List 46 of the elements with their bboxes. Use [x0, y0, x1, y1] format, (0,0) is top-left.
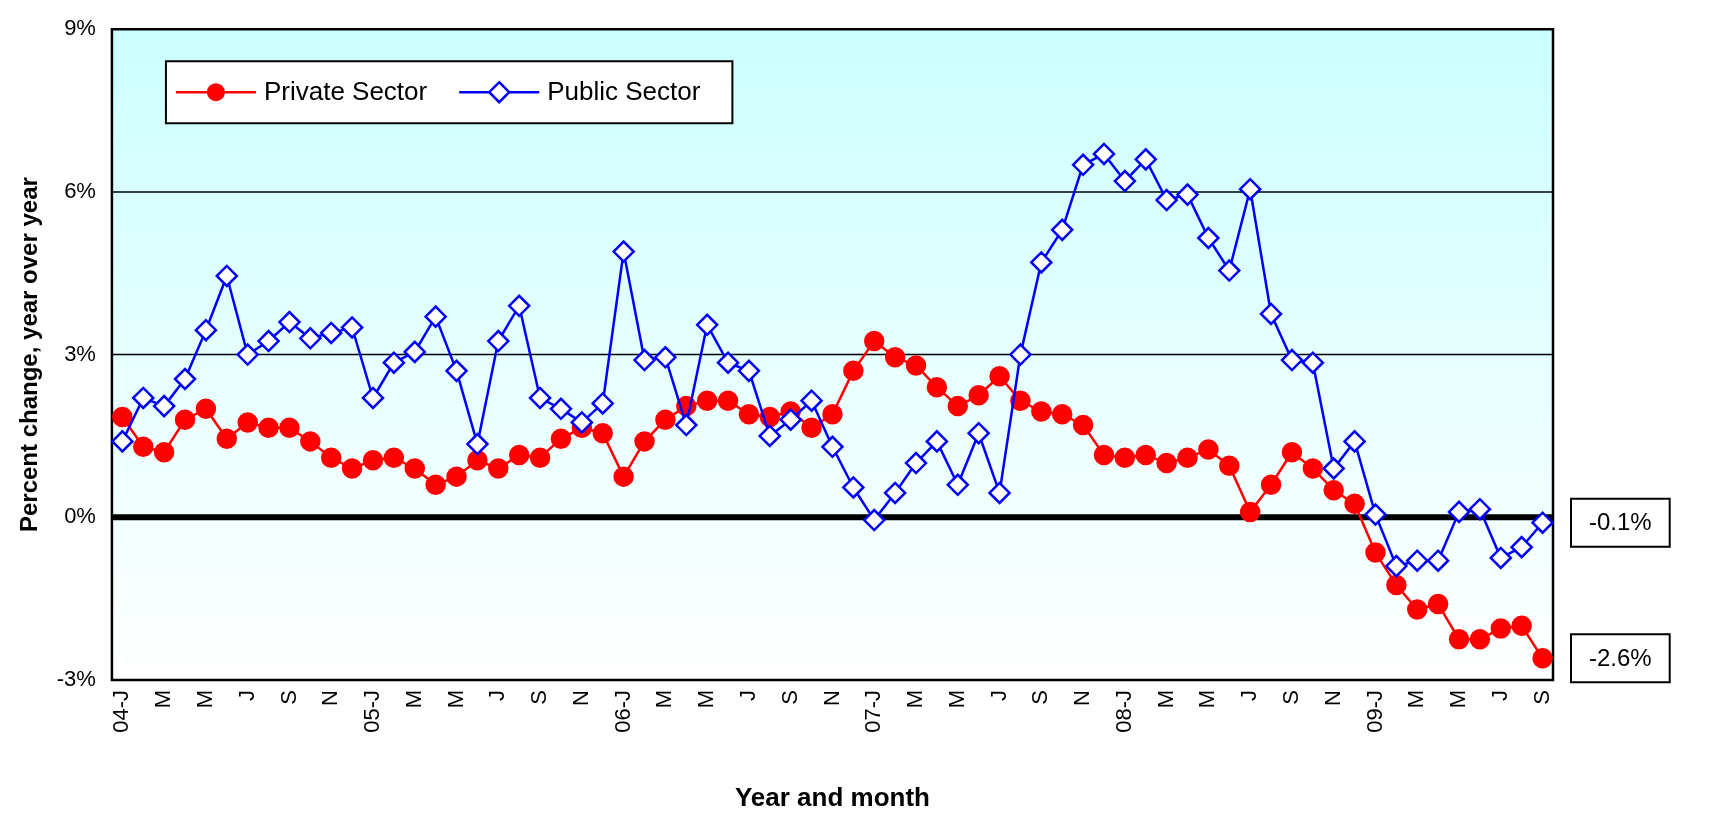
- x-tick-label: N: [1069, 690, 1095, 706]
- y-tick-label: 9%: [64, 15, 96, 41]
- x-tick-label: 08-J: [1110, 690, 1136, 733]
- x-tick-label: 04-J: [108, 690, 134, 733]
- x-tick-label: 07-J: [860, 690, 886, 733]
- x-tick-label: J: [484, 690, 510, 701]
- x-tick-label: S: [776, 690, 802, 705]
- x-axis-title: Year and month: [734, 781, 930, 812]
- x-tick-label: S: [1027, 690, 1053, 705]
- y-tick-label: 6%: [64, 177, 96, 203]
- x-tick-label: J: [1486, 690, 1512, 701]
- x-tick-label: M: [1403, 690, 1429, 709]
- x-tick-label: J: [985, 690, 1011, 701]
- x-tick-label: N: [317, 690, 343, 706]
- y-tick-label: -3%: [56, 666, 96, 692]
- x-tick-label: M: [400, 690, 426, 709]
- x-tick-label: M: [1194, 690, 1220, 709]
- x-tick-label: M: [191, 690, 217, 709]
- x-tick-label: M: [693, 690, 719, 709]
- text: -0.1%: [1589, 508, 1652, 536]
- x-tick-label: J: [734, 690, 760, 701]
- x-tick-label: J: [233, 690, 259, 701]
- y-tick-label: 0%: [64, 503, 96, 529]
- x-tick-label: M: [651, 690, 677, 709]
- x-tick-label: N: [567, 690, 593, 706]
- x-tick-label: S: [275, 690, 301, 705]
- x-tick-label: M: [943, 690, 969, 709]
- x-tick-label: 05-J: [359, 690, 385, 733]
- legend-label: Private Sector: [263, 76, 428, 107]
- x-tick-label: S: [526, 690, 552, 705]
- x-tick-label: 06-J: [609, 690, 635, 733]
- x-tick-label: J: [1236, 690, 1262, 701]
- y-tick-label: 3%: [64, 340, 96, 366]
- x-tick-label: M: [1152, 690, 1178, 709]
- x-tick-label: N: [818, 690, 844, 706]
- x-tick-label: M: [150, 690, 176, 709]
- x-tick-label: S: [1528, 690, 1554, 705]
- x-tick-label: N: [1319, 690, 1345, 706]
- x-tick-label: M: [902, 690, 928, 709]
- x-tick-label: M: [442, 690, 468, 709]
- text: -2.6%: [1589, 643, 1652, 671]
- x-tick-label: S: [1278, 690, 1303, 705]
- legend-label: Public Sector: [547, 76, 701, 107]
- y-axis-title: Percent change, year over year: [15, 177, 43, 533]
- x-tick-label: 09-J: [1361, 690, 1387, 733]
- x-tick-label: M: [1445, 690, 1471, 709]
